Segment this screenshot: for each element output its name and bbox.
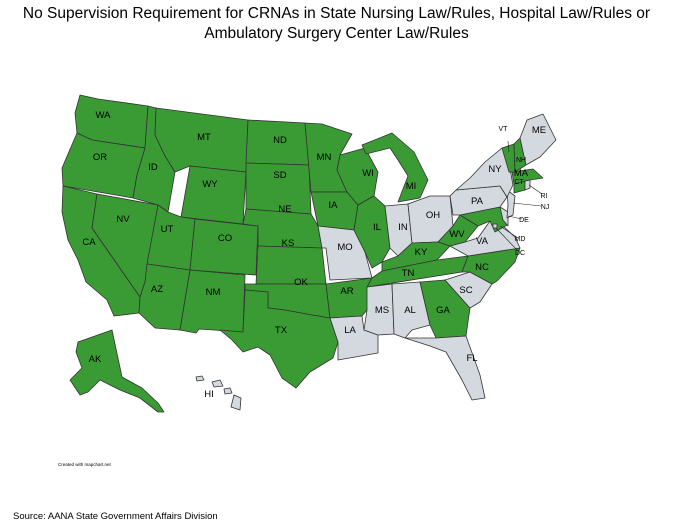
label-nd: ND [273,135,287,146]
leader-dc [495,227,519,252]
state-me [519,113,557,166]
state-hi [195,375,242,411]
label-co: CO [218,233,232,244]
label-me: ME [532,125,546,136]
state-labels: WA OR CA NV ID MT WY UT AZ CO NM ND SD NE KS OK TX MN IA MO… [82,110,549,400]
label-ut: UT [161,224,174,235]
mapchart-credit: Created with mapchart.net [58,462,111,467]
label-fl: FL [466,353,477,364]
label-md: MD [515,236,526,243]
label-mt: MT [197,132,211,143]
label-la: LA [344,325,356,336]
label-de: DE [519,217,529,224]
label-ca: CA [82,237,96,248]
label-tx: TX [275,325,288,336]
label-ak: AK [89,354,102,365]
label-nh: NH [516,157,526,164]
label-ri: RI [541,193,548,200]
label-wv: WV [449,229,465,240]
label-tn: TN [402,268,415,279]
label-ok: OK [294,277,308,288]
leader-ri [528,184,543,195]
state-ks [255,245,327,285]
label-hi: HI [204,389,214,400]
label-wa: WA [96,110,112,121]
label-wi: WI [362,168,374,179]
title-line-1: No Supervision Requirement for CRNAs in … [22,5,651,22]
label-mo: MO [337,242,352,253]
label-ma: MA [514,168,529,179]
label-mn: MN [317,152,332,163]
state-wy [180,165,247,225]
label-sd: SD [273,170,286,181]
leader-nj [512,202,542,207]
label-nj: NJ [541,204,550,211]
state-fl [404,335,486,401]
label-ar: AR [340,286,353,297]
label-az: AZ [151,284,163,295]
leader-de [507,215,523,220]
map-title: No Supervision Requirement for CRNAs in … [0,4,673,44]
label-sc: SC [459,285,472,296]
source-note: Source: AANA State Government Affairs Di… [13,511,218,522]
state-ia [310,191,359,231]
label-mi: MI [406,181,417,192]
state-de [499,206,509,227]
state-ma [511,168,544,185]
label-nm: NM [206,287,221,298]
state-la [329,315,379,361]
leader-md [499,225,519,239]
state-ak [69,329,165,413]
state-co [189,218,259,276]
label-il: IL [373,222,381,233]
label-ky: KY [415,247,428,258]
state-nm [179,269,246,334]
state-sc [444,271,493,309]
state-dc [492,223,498,229]
state-tx [219,289,339,389]
state-shapes [61,94,557,413]
label-dc: DC [515,250,525,257]
leader-lines [495,140,543,252]
label-oh: OH [426,210,440,221]
state-mi [361,132,429,203]
label-pa: PA [471,196,484,207]
label-vt: VT [499,126,509,133]
label-ks: KS [282,238,295,249]
label-ct: CT [514,179,524,186]
label-in: IN [398,222,408,233]
label-ms: MS [375,305,389,316]
label-nv: NV [116,214,130,225]
label-va: VA [476,236,489,247]
title-line-2: Ambulatory Surgery Center Law/Rules [204,25,469,42]
label-nc: NC [475,262,489,273]
leader-vt [507,140,510,153]
label-ne: NE [278,204,291,215]
label-id: ID [148,162,158,173]
label-al: AL [404,305,416,316]
label-ny: NY [488,164,502,175]
label-wy: WY [202,179,218,190]
label-or: OR [93,152,107,163]
label-ga: GA [436,305,450,316]
label-ia: IA [329,200,339,211]
state-ar [325,277,373,319]
